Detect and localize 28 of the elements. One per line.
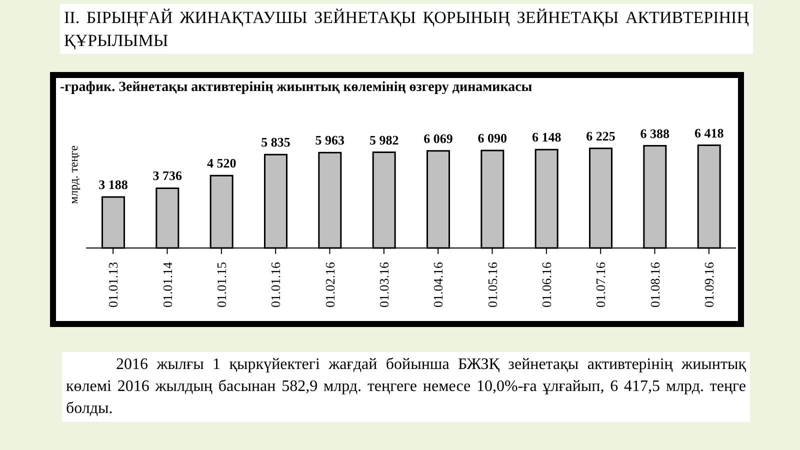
data-label: 6 069 bbox=[424, 130, 454, 146]
data-label: 6 148 bbox=[532, 130, 562, 145]
x-tick-label: 01.01.15 bbox=[214, 262, 229, 308]
chart-title: II. БІРЫҢҒАЙ ЖИНАҚТАУШЫ ЗЕЙНЕТАҚЫ ҚОРЫНЫҢ ЗЕЙНЕТАҚЫ АКТИВТЕРІНІҢ ҚҰРЫЛЫМЫ bbox=[60, 4, 753, 54]
chart-subtitle: -график. Зейнетақы активтерінің жиынтық көлемінің өзгеру динамикасы bbox=[59, 79, 534, 97]
x-tick-label: 01.03.16 bbox=[376, 262, 392, 308]
data-label: 6 388 bbox=[640, 126, 670, 141]
y-axis-title: млрд. теңге bbox=[66, 145, 80, 204]
x-tick-label: 01.01.14 bbox=[160, 262, 175, 308]
data-label: 6 418 bbox=[694, 125, 724, 140]
x-tick-label: 01.08.16 bbox=[647, 262, 662, 308]
data-label: 6 225 bbox=[586, 128, 616, 144]
x-tick-label: 01.05.16 bbox=[484, 262, 500, 308]
x-tick-label: 01.01.13 bbox=[106, 262, 121, 308]
x-tick-label: 01.09.16 bbox=[701, 262, 716, 308]
x-tick-label: 01.02.16 bbox=[322, 262, 338, 308]
x-tick-label: 01.01.16 bbox=[268, 262, 284, 308]
x-tick-label: 01.06.16 bbox=[538, 262, 554, 308]
data-label: 3 736 bbox=[152, 168, 183, 184]
x-tick-label: 01.07.16 bbox=[593, 262, 608, 308]
x-tick-label: 01.04.16 bbox=[430, 262, 446, 308]
data-label: 5 835 bbox=[261, 134, 291, 150]
data-label: 6 090 bbox=[478, 130, 508, 146]
data-label: 4 520 bbox=[206, 156, 236, 171]
data-label: 3 188 bbox=[98, 176, 128, 192]
data-label: 5 982 bbox=[369, 132, 399, 148]
text: 2016 жылғы 1 қыркүйектегі жағдай бойынша БЖЗҚ зейнетақы активтерінің жиынтық көлемі 2016 жылдың басынан 582,9 млрд. теңгеге немесе 10,0%-ға ұлғайып, 6 417,5 млрд. теңге болды. bbox=[66, 356, 746, 417]
data-label: 5 963 bbox=[315, 132, 346, 148]
